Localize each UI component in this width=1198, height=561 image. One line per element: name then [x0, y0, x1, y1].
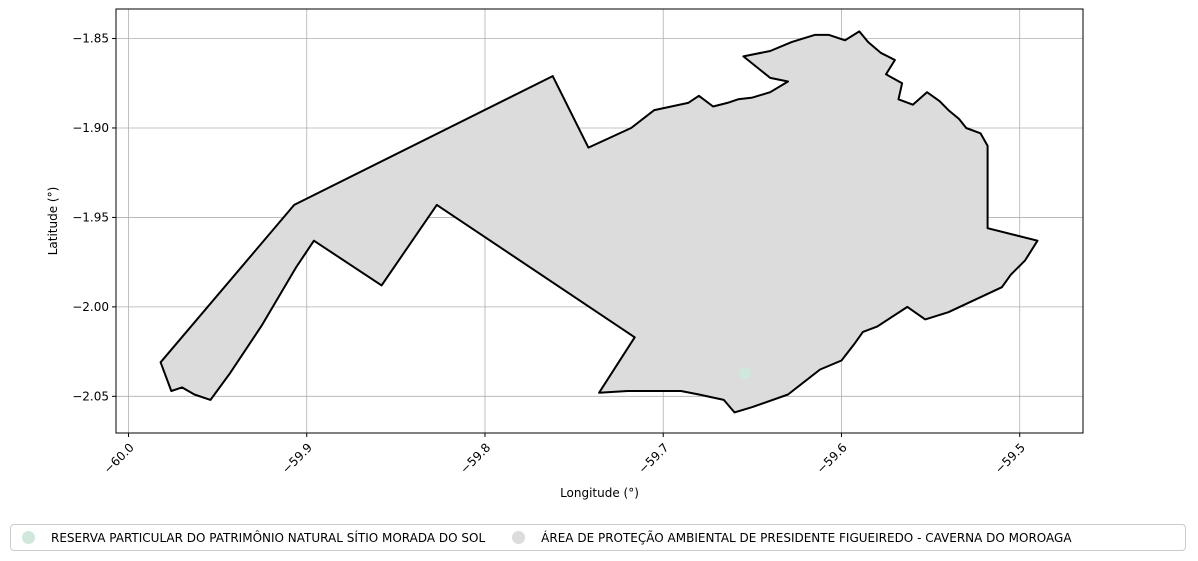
y-tick-label: −1.95	[72, 210, 109, 224]
legend-marker-rppn	[22, 531, 35, 544]
x-tick-label: −59.7	[636, 440, 672, 476]
legend-marker-apa	[512, 531, 526, 544]
y-tick-label: −2.05	[72, 389, 109, 403]
map-layers	[159, 30, 1039, 414]
legend-item-apa: ÁREA DE PROTEÇÃO AMBIENTAL DE PRESIDENTE…	[501, 530, 1072, 545]
x-axis-title: Longitude (°)	[560, 486, 639, 500]
legend-item-rppn: RESERVA PARTICULAR DO PATRIMÔNIO NATURAL…	[11, 531, 485, 545]
legend-label-apa: ÁREA DE PROTEÇÃO AMBIENTAL DE PRESIDENTE…	[541, 530, 1072, 545]
y-axis-title: Latitude (°)	[46, 187, 60, 256]
legend-label-rppn: RESERVA PARTICULAR DO PATRIMÔNIO NATURAL…	[51, 530, 486, 545]
rppn-point	[739, 367, 752, 380]
x-tick-label: −59.8	[457, 440, 493, 476]
x-tick-label: −59.5	[992, 440, 1028, 476]
y-tick-label: −1.85	[72, 32, 109, 46]
x-tick-label: −59.6	[814, 440, 850, 476]
plot-frame	[115, 8, 1084, 434]
legend: RESERVA PARTICULAR DO PATRIMÔNIO NATURAL…	[10, 524, 1186, 551]
y-tick-label: −1.90	[72, 121, 109, 135]
y-tick-label: −2.00	[72, 300, 109, 314]
apa-polygon	[159, 30, 1039, 414]
x-tick-label: −59.9	[279, 440, 315, 476]
x-tick-label: −60.0	[101, 440, 137, 476]
